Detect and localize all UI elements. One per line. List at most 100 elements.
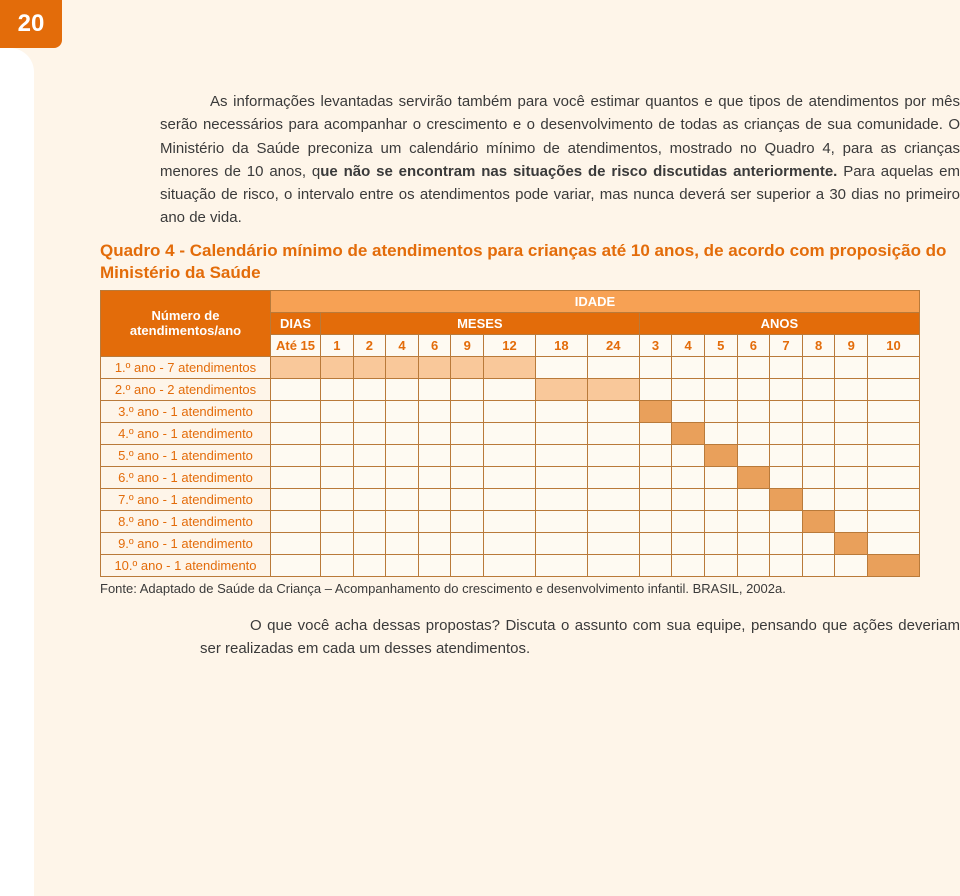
table-cell bbox=[802, 554, 835, 576]
table-cell bbox=[418, 422, 451, 444]
table-cell bbox=[867, 444, 919, 466]
col-a5: 5 bbox=[704, 334, 737, 356]
table-cell bbox=[353, 488, 386, 510]
table-cell bbox=[353, 356, 386, 378]
table-cell bbox=[639, 378, 672, 400]
table-cell bbox=[770, 378, 803, 400]
table-cell bbox=[737, 488, 770, 510]
table-cell bbox=[704, 444, 737, 466]
col-18: 18 bbox=[535, 334, 587, 356]
table-cell bbox=[672, 444, 705, 466]
table-cell bbox=[451, 532, 484, 554]
head-idade: IDADE bbox=[271, 290, 920, 312]
table-cell bbox=[418, 400, 451, 422]
table-cell bbox=[535, 378, 587, 400]
table-cell bbox=[835, 466, 868, 488]
table-cell bbox=[353, 378, 386, 400]
table-row: 4.º ano - 1 atendimento bbox=[101, 422, 920, 444]
table-cell bbox=[867, 378, 919, 400]
para-bold: ue não se encontram nas situações de ris… bbox=[320, 163, 837, 180]
table-cell bbox=[704, 422, 737, 444]
table-cell bbox=[737, 466, 770, 488]
table-cell bbox=[353, 444, 386, 466]
row-label: 4.º ano - 1 atendimento bbox=[101, 422, 271, 444]
col-24: 24 bbox=[587, 334, 639, 356]
table-cell bbox=[639, 444, 672, 466]
table-cell bbox=[704, 488, 737, 510]
table-cell bbox=[451, 488, 484, 510]
table-cell bbox=[271, 510, 321, 532]
col-a3: 3 bbox=[639, 334, 672, 356]
quadro-title: Quadro 4 - Calendário mínimo de atendime… bbox=[100, 240, 960, 284]
table-cell bbox=[484, 466, 536, 488]
table-row: 6.º ano - 1 atendimento bbox=[101, 466, 920, 488]
table-cell bbox=[835, 510, 868, 532]
table-cell bbox=[639, 488, 672, 510]
table-cell bbox=[802, 532, 835, 554]
table-cell bbox=[835, 378, 868, 400]
table-cell bbox=[535, 466, 587, 488]
table-cell bbox=[271, 422, 321, 444]
closing-para: O que você acha dessas propostas? Discut… bbox=[200, 614, 960, 661]
table-cell bbox=[271, 554, 321, 576]
row-label: 8.º ano - 1 atendimento bbox=[101, 510, 271, 532]
table-cell bbox=[353, 466, 386, 488]
rowheader-l2: atendimentos/ano bbox=[130, 323, 241, 338]
table-cell bbox=[639, 400, 672, 422]
table-cell bbox=[737, 510, 770, 532]
table-cell bbox=[587, 488, 639, 510]
table-cell bbox=[484, 444, 536, 466]
page-number: 20 bbox=[0, 0, 62, 48]
table-cell bbox=[802, 400, 835, 422]
table-cell bbox=[770, 444, 803, 466]
table-cell bbox=[418, 444, 451, 466]
table-cell bbox=[587, 466, 639, 488]
table-cell bbox=[451, 378, 484, 400]
col-a6: 6 bbox=[737, 334, 770, 356]
table-cell bbox=[704, 466, 737, 488]
table-cell bbox=[835, 400, 868, 422]
table-cell bbox=[386, 532, 419, 554]
col-1: 1 bbox=[321, 334, 354, 356]
row-label: 1.º ano - 7 atendimentos bbox=[101, 356, 271, 378]
table-cell bbox=[587, 378, 639, 400]
table-cell bbox=[386, 422, 419, 444]
table-cell bbox=[770, 532, 803, 554]
col-9: 9 bbox=[451, 334, 484, 356]
para-main: As informações levantadas servirão també… bbox=[160, 90, 960, 230]
table-cell bbox=[802, 356, 835, 378]
table-cell bbox=[451, 422, 484, 444]
table-cell bbox=[587, 356, 639, 378]
table-body: 1.º ano - 7 atendimentos2.º ano - 2 aten… bbox=[101, 356, 920, 576]
table-cell bbox=[484, 422, 536, 444]
table-cell bbox=[484, 488, 536, 510]
col-4: 4 bbox=[386, 334, 419, 356]
table-cell bbox=[867, 554, 919, 576]
table-cell bbox=[737, 378, 770, 400]
table-cell bbox=[451, 400, 484, 422]
row-label: 2.º ano - 2 atendimentos bbox=[101, 378, 271, 400]
table-cell bbox=[418, 488, 451, 510]
table-cell bbox=[353, 532, 386, 554]
table-cell bbox=[535, 422, 587, 444]
table-cell bbox=[835, 356, 868, 378]
table-cell bbox=[867, 488, 919, 510]
table-cell bbox=[321, 378, 354, 400]
table-cell bbox=[835, 488, 868, 510]
table-cell bbox=[587, 444, 639, 466]
row-label: 7.º ano - 1 atendimento bbox=[101, 488, 271, 510]
table-cell bbox=[386, 378, 419, 400]
table-cell bbox=[587, 532, 639, 554]
table-cell bbox=[770, 466, 803, 488]
table-cell bbox=[271, 466, 321, 488]
table-cell bbox=[353, 422, 386, 444]
table-cell bbox=[321, 466, 354, 488]
table-cell bbox=[535, 532, 587, 554]
table-cell bbox=[639, 356, 672, 378]
table-cell bbox=[271, 444, 321, 466]
table-row: 3.º ano - 1 atendimento bbox=[101, 400, 920, 422]
table-cell bbox=[639, 510, 672, 532]
table-cell bbox=[271, 488, 321, 510]
col-2: 2 bbox=[353, 334, 386, 356]
source-text: Fonte: Adaptado de Saúde da Criança – Ac… bbox=[100, 581, 960, 596]
